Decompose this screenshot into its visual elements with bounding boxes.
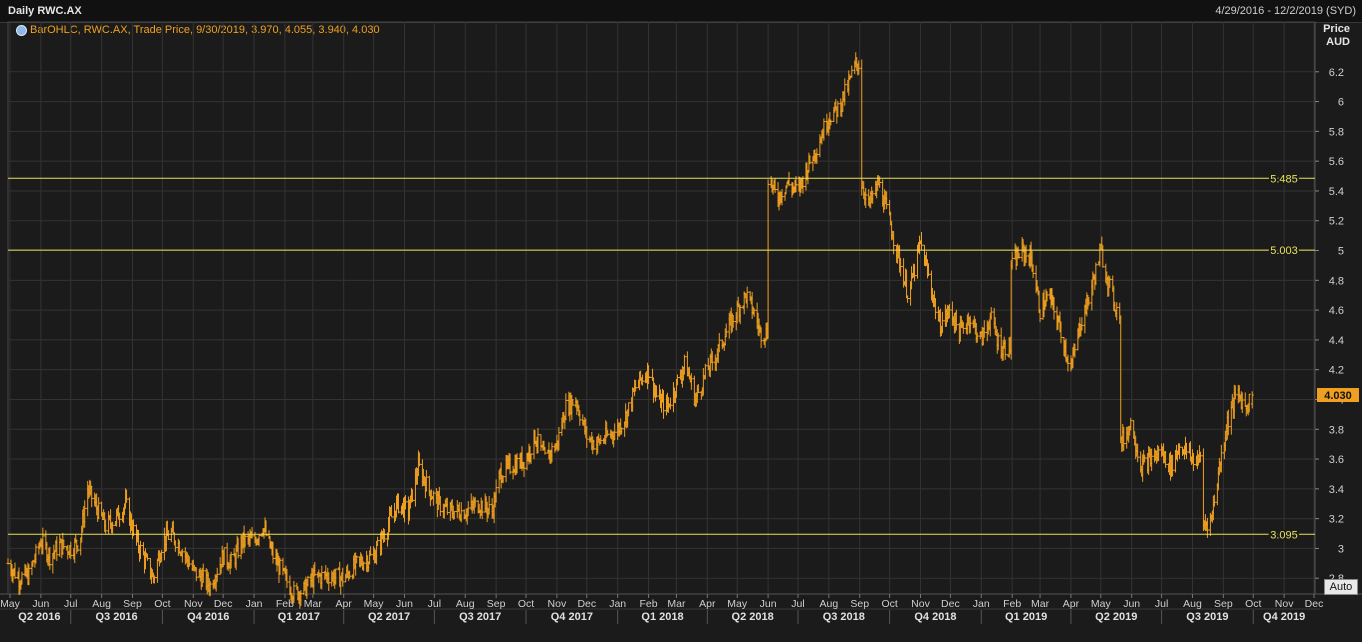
month-label: Jun xyxy=(1123,598,1140,610)
legend-text: BarOHLC, RWC.AX, Trade Price, 9/30/2019,… xyxy=(30,24,380,36)
quarter-label: Q1 2017 xyxy=(278,611,320,623)
month-label: Oct xyxy=(518,598,534,610)
month-label: Nov xyxy=(911,598,930,610)
y-tick-label: 3.6 xyxy=(1329,454,1344,466)
y-tick-label: 5.6 xyxy=(1329,156,1344,168)
quarter-label: Q2 2016 xyxy=(18,611,60,623)
month-label: Nov xyxy=(548,598,567,610)
month-label: Sep xyxy=(487,598,506,610)
month-label: Jan xyxy=(973,598,990,610)
month-label: Jul xyxy=(1155,598,1168,610)
y-tick-label: 4.2 xyxy=(1329,365,1344,377)
month-label: Mar xyxy=(1031,598,1050,610)
quarter-label: Q3 2016 xyxy=(95,611,137,623)
month-label: Jul xyxy=(428,598,441,610)
month-label: May xyxy=(364,598,385,610)
month-label: Oct xyxy=(881,598,897,610)
y-tick-label: 3.4 xyxy=(1329,484,1344,496)
quarter-label: Q3 2017 xyxy=(459,611,501,623)
axis-title-price: Price xyxy=(1323,23,1350,35)
month-label: Feb xyxy=(276,598,294,610)
month-label: Aug xyxy=(820,598,839,610)
last-price-tag xyxy=(1317,388,1359,403)
level-label: 5.003 xyxy=(1270,245,1298,257)
month-label: Aug xyxy=(1183,598,1202,610)
month-label: May xyxy=(0,598,21,610)
month-label: Mar xyxy=(667,598,686,610)
month-label: Aug xyxy=(456,598,475,610)
quarter-label: Q1 2018 xyxy=(641,611,683,623)
month-label: Nov xyxy=(1275,598,1294,610)
quarter-label: Q4 2019 xyxy=(1263,611,1305,623)
month-label: Jan xyxy=(246,598,263,610)
y-tick-label: 5.4 xyxy=(1329,186,1344,198)
quarter-label: Q2 2019 xyxy=(1095,611,1137,623)
month-label: Sep xyxy=(1214,598,1233,610)
y-tick-label: 5.8 xyxy=(1329,126,1344,138)
y-tick-label: 4.4 xyxy=(1329,335,1344,347)
month-label: Feb xyxy=(640,598,658,610)
month-label: Dec xyxy=(214,598,233,610)
y-tick-label: 4.8 xyxy=(1329,275,1344,287)
price-axis-title: Price AUD xyxy=(1323,23,1350,49)
month-label: Jul xyxy=(791,598,804,610)
quarter-label: Q3 2018 xyxy=(823,611,865,623)
month-label: Nov xyxy=(184,598,203,610)
month-label: May xyxy=(1091,598,1112,610)
month-label: Jun xyxy=(760,598,777,610)
quarter-label: Q3 2019 xyxy=(1186,611,1228,623)
month-label: May xyxy=(727,598,748,610)
month-label: Apr xyxy=(336,598,353,610)
month-label: Dec xyxy=(941,598,960,610)
auto-scale-button[interactable]: Auto xyxy=(1324,579,1358,595)
month-label: Jan xyxy=(609,598,626,610)
y-tick-label: 3 xyxy=(1338,543,1344,555)
level-label: 5.485 xyxy=(1270,173,1298,185)
quarter-label: Q2 2018 xyxy=(732,611,774,623)
title-bar: Daily RWC.AX 4/29/2016 - 12/2/2019 (SYD) xyxy=(0,0,1362,23)
month-label: Oct xyxy=(154,598,170,610)
month-label: Jul xyxy=(64,598,77,610)
month-label: Mar xyxy=(304,598,323,610)
quarter-label: Q2 2017 xyxy=(368,611,410,623)
month-label: Feb xyxy=(1003,598,1021,610)
last-price-label: 4.030 xyxy=(1324,390,1352,402)
month-label: Sep xyxy=(850,598,869,610)
month-label: Aug xyxy=(92,598,111,610)
quarter-label: Q4 2016 xyxy=(187,611,229,623)
month-label: Oct xyxy=(1245,598,1261,610)
y-tick-label: 4 xyxy=(1338,394,1344,406)
quarter-label: Q1 2019 xyxy=(1005,611,1047,623)
chart-title: Daily RWC.AX xyxy=(8,5,82,17)
month-label: Apr xyxy=(699,598,716,610)
axis-title-currency: AUD xyxy=(1326,36,1350,48)
month-label: Dec xyxy=(577,598,596,610)
plot-frame xyxy=(7,21,1316,595)
month-label: Apr xyxy=(1063,598,1080,610)
month-label: Jun xyxy=(32,598,49,610)
y-tick-label: 6.2 xyxy=(1329,67,1344,79)
date-range: 4/29/2016 - 12/2/2019 (SYD) xyxy=(1215,5,1356,17)
quarter-label: Q4 2018 xyxy=(914,611,956,623)
series-legend[interactable]: BarOHLC, RWC.AX, Trade Price, 9/30/2019,… xyxy=(16,24,380,36)
month-label: Dec xyxy=(1305,598,1324,610)
month-label: Sep xyxy=(123,598,142,610)
quarter-label: Q4 2017 xyxy=(551,611,593,623)
circle-icon xyxy=(16,24,27,36)
y-tick-label: 3.2 xyxy=(1329,514,1344,526)
y-tick-label: 4.6 xyxy=(1329,305,1344,317)
month-label: Jun xyxy=(396,598,413,610)
ohlc-series xyxy=(6,52,1254,609)
level-label: 3.095 xyxy=(1270,529,1298,541)
y-tick-label: 6 xyxy=(1338,97,1344,109)
y-tick-label: 5.2 xyxy=(1329,216,1344,228)
y-tick-label: 3.8 xyxy=(1329,424,1344,436)
y-tick-label: 5 xyxy=(1338,246,1344,258)
